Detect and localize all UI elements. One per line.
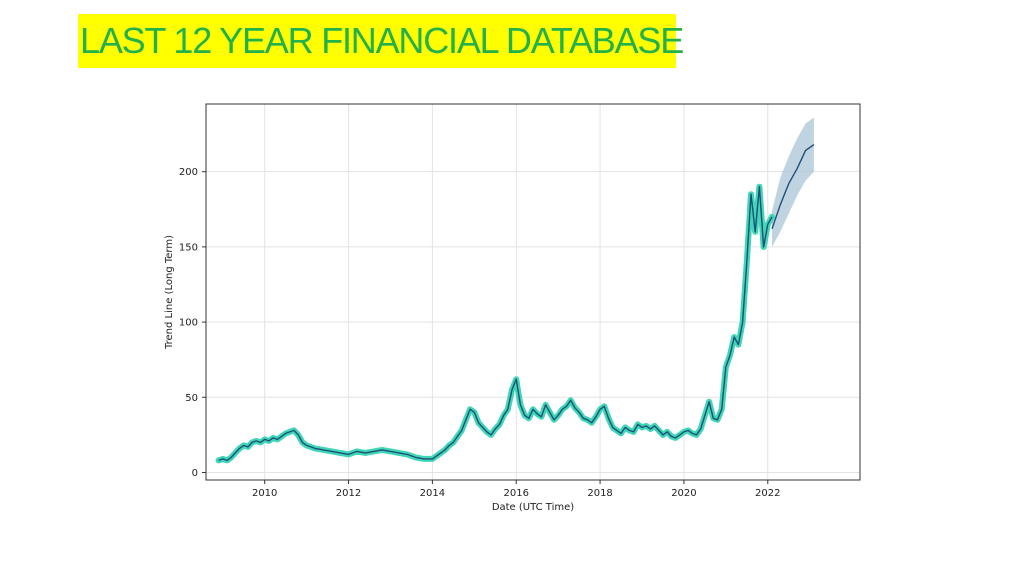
x-tick-label: 2016 [504, 488, 529, 499]
x-tick-label: 2018 [587, 488, 612, 499]
plot-area [206, 104, 860, 480]
history-line [218, 185, 773, 462]
forecast-line [771, 144, 815, 230]
y-tick-label: 200 [179, 167, 198, 178]
gridlines [206, 104, 860, 480]
slide-title: LAST 12 YEAR FINANCIAL DATABASE [78, 14, 684, 68]
y-tick-label: 100 [179, 318, 198, 329]
data-layer [215, 117, 815, 464]
forecast-confidence-band [772, 117, 814, 247]
x-tick-label: 2020 [671, 488, 696, 499]
y-tick-label: 0 [192, 468, 198, 479]
x-tick-label: 2022 [755, 488, 780, 499]
x-tick-label: 2010 [252, 488, 277, 499]
axis-ticks: 2010 2012 2014 2016 2018 2020 2022 0 50 100 150 200 [179, 167, 781, 499]
y-tick-label: 50 [185, 393, 198, 404]
x-tick-label: 2012 [336, 488, 361, 499]
plot-frame [205, 103, 861, 481]
x-tick-label: 2014 [420, 488, 445, 499]
x-axis-label: Date (UTC Time) [492, 502, 574, 513]
y-axis-label: Trend Line (Long Term) [164, 235, 175, 350]
y-tick-label: 150 [179, 242, 198, 253]
